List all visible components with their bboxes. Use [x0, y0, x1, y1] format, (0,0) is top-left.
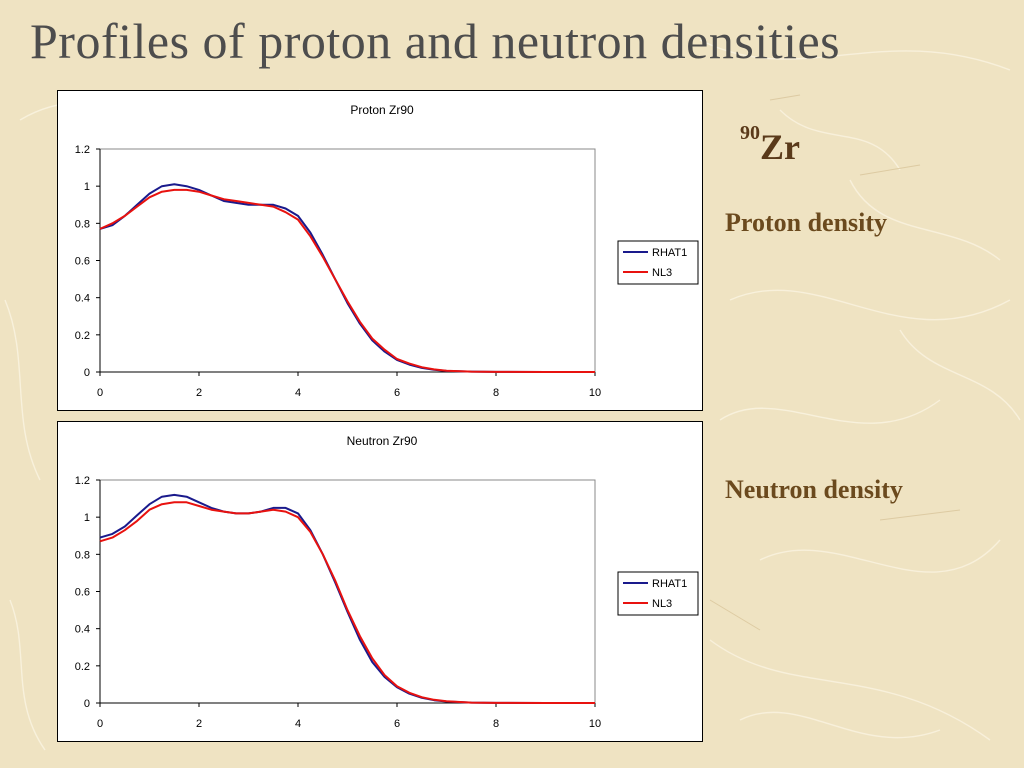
proton-y-tick-label: 0.6 [75, 256, 90, 268]
neutron-legend [617, 571, 699, 616]
proton-chart-title: Proton Zr90 [350, 103, 414, 117]
proton-x-tick-label: 2 [196, 387, 202, 399]
proton-y-tick-label: 1.2 [75, 144, 90, 156]
neutron-x-tick-label: 0 [97, 718, 103, 730]
proton-series-nl3 [99, 188, 595, 373]
nucleus-mass-number: 90 [740, 122, 760, 144]
neutron-series-rhat1 [99, 493, 595, 704]
neutron-plot-area [99, 479, 596, 704]
nucleus-symbol: Zr [760, 127, 800, 167]
proton-y-tick-label: 0 [84, 367, 90, 379]
proton-x-tick-label: 10 [589, 387, 601, 399]
neutron-chart-title: Neutron Zr90 [347, 434, 418, 448]
neutron-y-tick-label: 0.6 [75, 587, 90, 599]
proton-y-tick-label: 0.8 [75, 218, 90, 230]
neutron-density-chart: Neutron Zr90 0 0.2 0.4 0.6 0.8 1 1.2 0 2 4 6 8 10 RHAT… [57, 421, 703, 742]
proton-legend-label-nl3: NL3 [652, 267, 672, 279]
proton-x-tick-label: 0 [97, 387, 103, 399]
nucleus-label: 90Zr [740, 122, 800, 168]
proton-density-label: Proton density [725, 208, 888, 237]
neutron-y-tick-label: 1 [84, 512, 90, 524]
proton-x-tick-label: 8 [493, 387, 499, 399]
proton-plot-area [99, 148, 596, 373]
neutron-legend-label-nl3: NL3 [652, 598, 672, 610]
neutron-density-label: Neutron density [725, 475, 903, 504]
proton-chart-svg: Proton Zr90 0 0.2 0.4 0.6 0.8 1 1.2 0 2 4 6 8 10 RHAT1… [75, 103, 699, 399]
proton-y-tick-label: 0.2 [75, 330, 90, 342]
proton-x-tick-label: 4 [295, 387, 301, 399]
proton-density-chart: Proton Zr90 0 0.2 0.4 0.6 0.8 1 1.2 0 2 4 6 8 10 RHAT1… [57, 90, 703, 411]
proton-x-tick-label: 6 [394, 387, 400, 399]
neutron-y-tick-label: 0.2 [75, 661, 90, 673]
neutron-chart-svg: Neutron Zr90 0 0.2 0.4 0.6 0.8 1 1.2 0 2 4 6 8 10 RHAT… [75, 434, 699, 730]
proton-legend-label-rhat1: RHAT1 [652, 247, 687, 259]
neutron-y-tick-label: 0.8 [75, 549, 90, 561]
proton-y-tick-label: 1 [84, 181, 90, 193]
neutron-y-tick-label: 1.2 [75, 475, 90, 487]
slide-title: Profiles of proton and neutron densities [30, 13, 841, 69]
neutron-x-tick-label: 2 [196, 718, 202, 730]
neutron-x-tick-label: 10 [589, 718, 601, 730]
proton-y-tick-label: 0.4 [75, 293, 90, 305]
neutron-y-tick-label: 0.4 [75, 624, 90, 636]
neutron-x-tick-label: 6 [394, 718, 400, 730]
proton-legend [617, 240, 699, 285]
neutron-y-tick-label: 0 [84, 698, 90, 710]
proton-series-rhat1 [99, 183, 595, 373]
neutron-series-nl3 [99, 501, 595, 704]
neutron-x-tick-label: 8 [493, 718, 499, 730]
neutron-legend-label-rhat1: RHAT1 [652, 578, 687, 590]
neutron-x-tick-label: 4 [295, 718, 301, 730]
